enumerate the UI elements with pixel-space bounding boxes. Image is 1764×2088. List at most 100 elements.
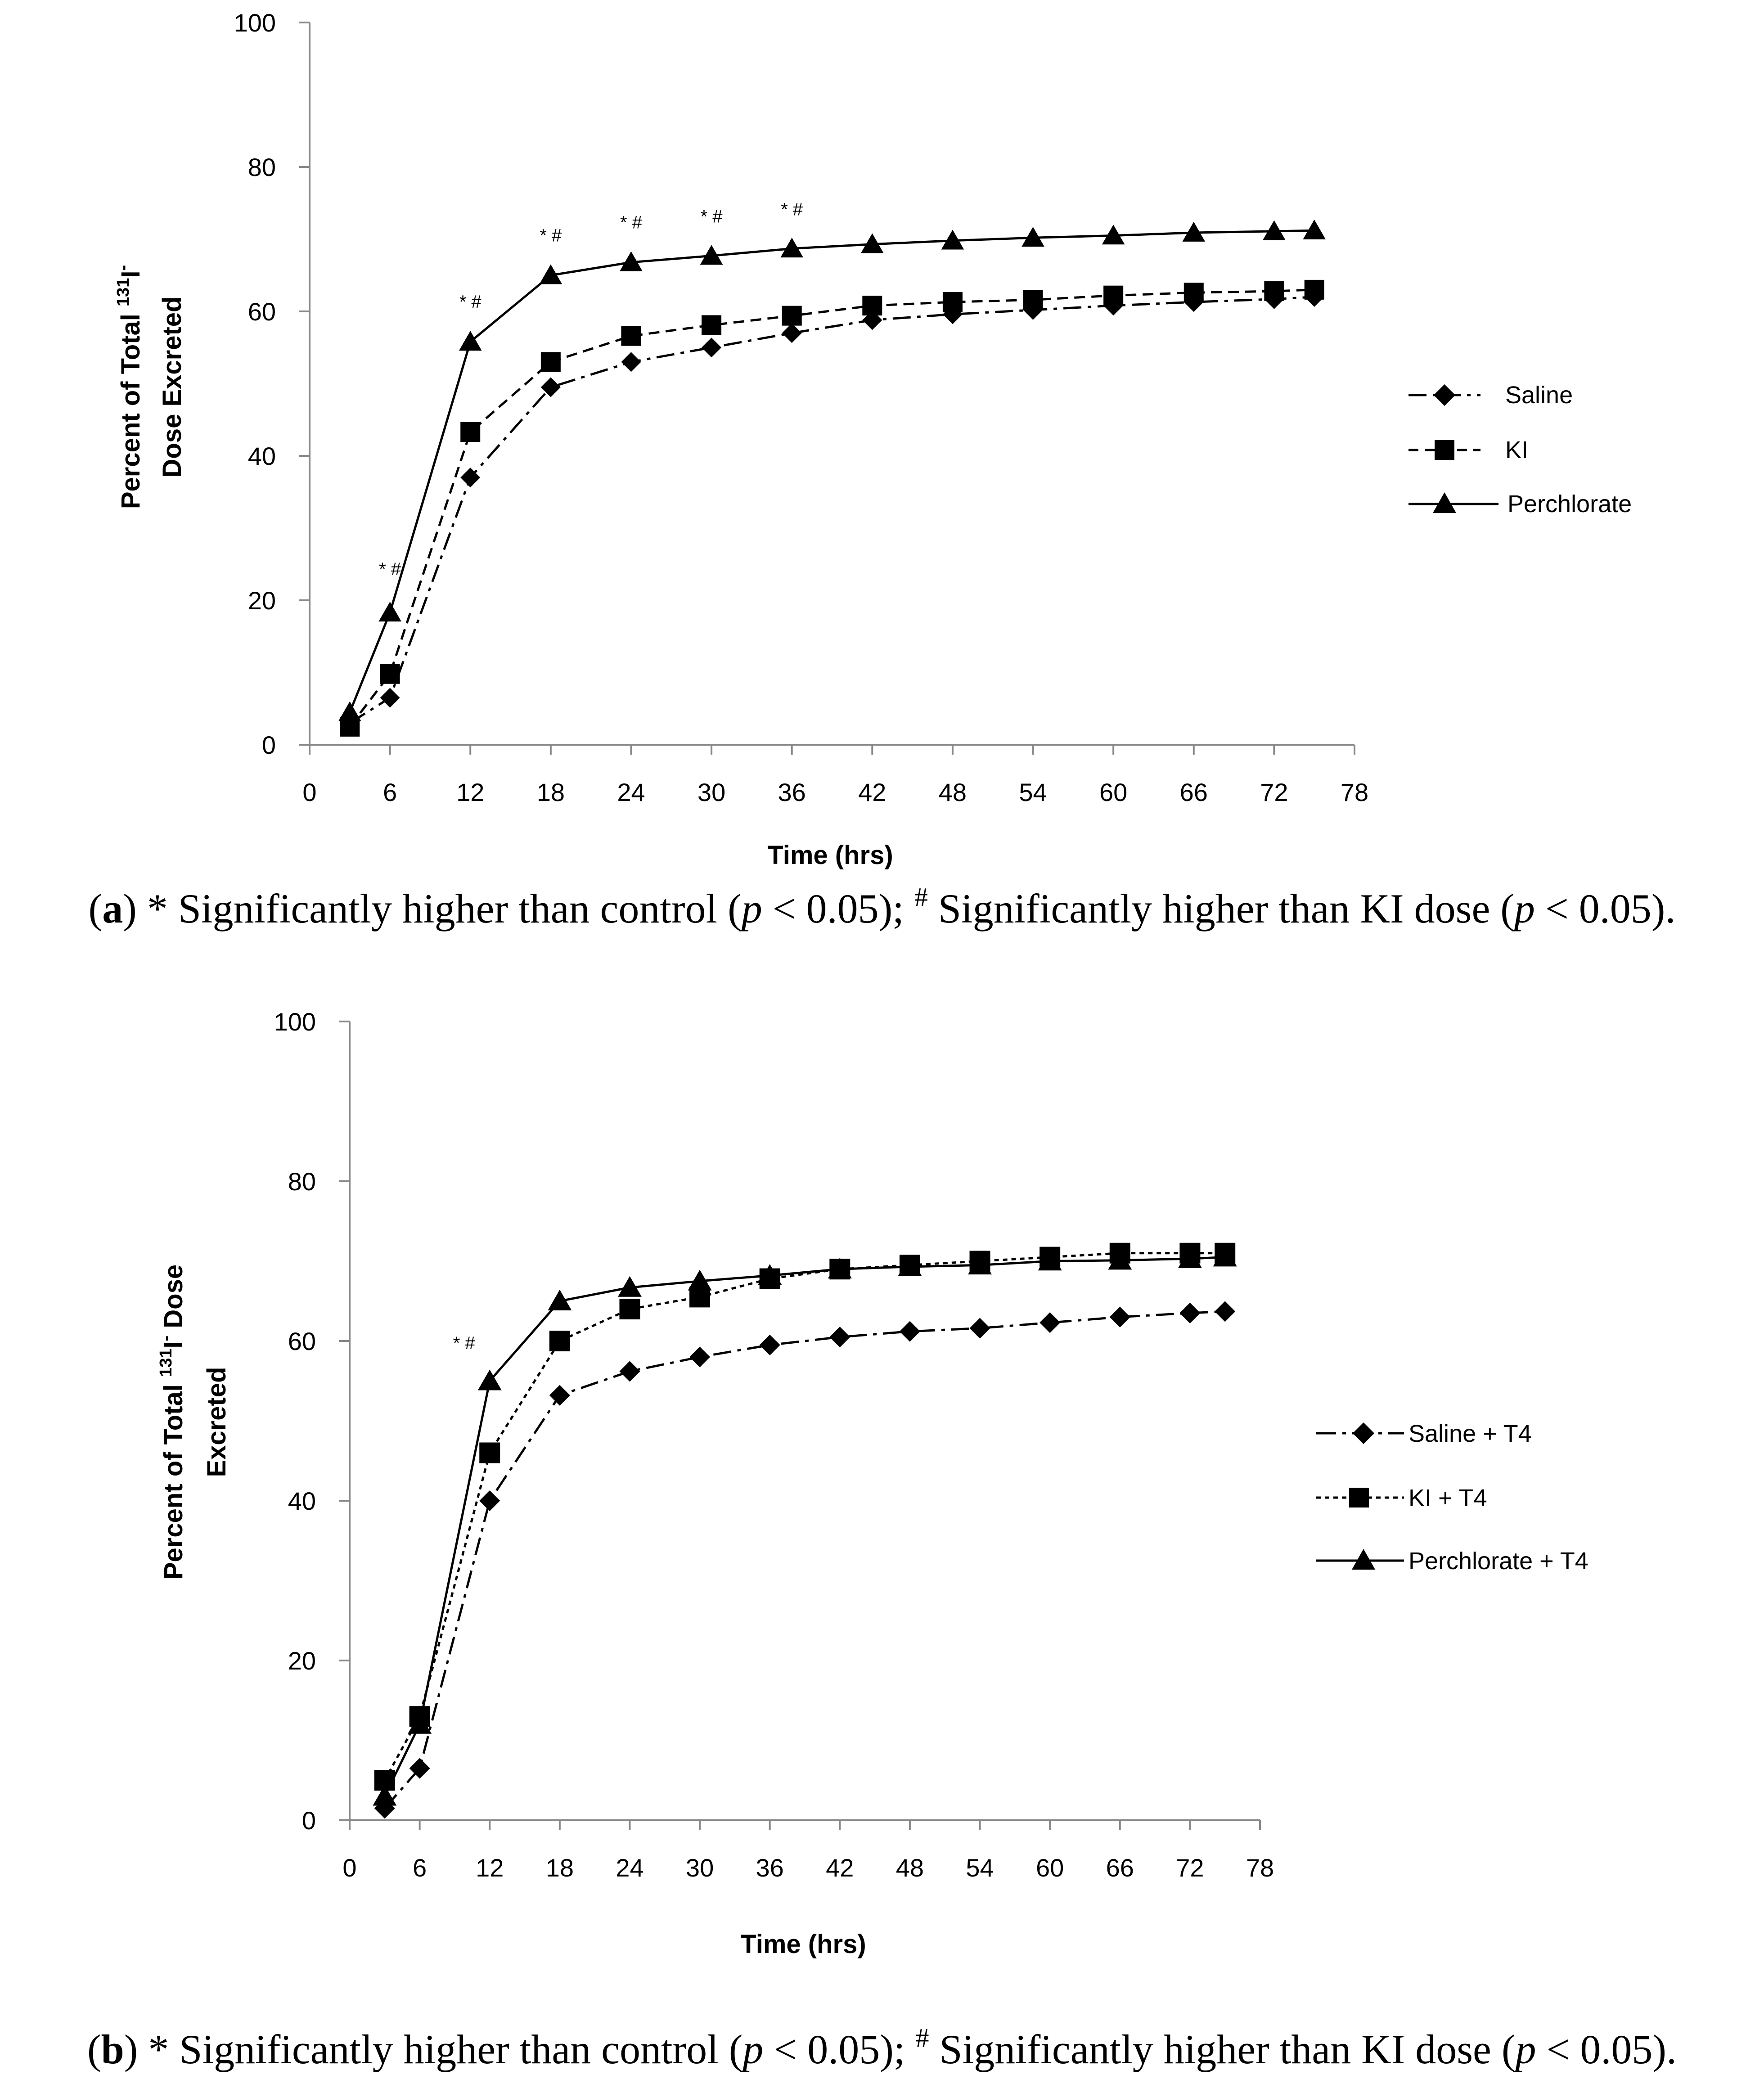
y-tick-label: 40 [248, 442, 276, 470]
data-point-2-2 [459, 331, 482, 351]
significance-marker: * # [379, 559, 401, 579]
y-tick-label: 80 [248, 153, 276, 181]
data-point-2-0 [338, 701, 361, 721]
data-point-1-13 [1304, 279, 1324, 300]
data-point-0-3 [549, 1385, 570, 1406]
y-tick-label: 80 [288, 1167, 316, 1196]
y-tick-label: 0 [302, 1806, 316, 1835]
significance-marker: * # [781, 200, 803, 220]
series-line-0 [349, 296, 1314, 724]
data-point-2-1 [378, 602, 401, 622]
data-point-1-7 [862, 296, 882, 316]
data-point-1-2 [479, 1442, 500, 1463]
data-point-0-1 [380, 688, 400, 708]
legend: Saline KI Perchlorate [1408, 382, 1632, 518]
x-tick-label: 18 [537, 778, 565, 806]
data-point-2-7 [828, 1257, 852, 1278]
legend-item-ki-t4: KI + T4 [1316, 1485, 1487, 1512]
x-tick-label: 42 [826, 1854, 854, 1882]
data-point-2-4 [620, 251, 643, 271]
data-point-2-11 [1108, 1249, 1132, 1270]
data-point-2-13 [1303, 220, 1326, 240]
diamond-marker-icon [1353, 1422, 1374, 1444]
svg-text:Percent of Total 131I-: Percent of Total 131I- [114, 265, 145, 509]
y-axis-title: Percent of Total 131I- Dose Excreted [114, 265, 187, 509]
data-point-2-5 [700, 245, 723, 265]
data-point-0-6 [759, 1334, 780, 1355]
data-point-1-3 [540, 352, 561, 372]
data-point-1-9 [1023, 290, 1043, 310]
x-tick-label: 0 [342, 1854, 356, 1882]
legend-item-perchlorate: Perchlorate [1408, 490, 1632, 518]
x-tick-label: 54 [966, 1854, 994, 1882]
data-point-0-5 [689, 1346, 711, 1368]
data-point-2-2 [477, 1369, 502, 1390]
x-tick-label: 6 [413, 1854, 427, 1882]
x-tick-label: 54 [1019, 778, 1047, 806]
x-tick-label: 30 [698, 778, 725, 806]
data-point-1-12 [1264, 281, 1284, 302]
data-point-2-9 [968, 1254, 992, 1275]
data-point-2-9 [1022, 227, 1044, 247]
data-point-1-5 [702, 315, 722, 335]
data-point-2-10 [1038, 1250, 1062, 1271]
caption-b: (b) * Significantly higher than control … [87, 2023, 1677, 2072]
data-point-2-10 [1102, 225, 1125, 245]
series-line-1 [383, 1252, 1225, 1781]
x-tick-label: 18 [546, 1854, 574, 1882]
legend-item-saline-t4: Saline + T4 [1316, 1420, 1532, 1447]
data-point-2-0 [373, 1785, 397, 1806]
x-tick-label: 48 [939, 778, 967, 806]
caption-a: (a) * Significantly higher than control … [89, 882, 1676, 932]
data-point-2-3 [548, 1289, 572, 1310]
legend-item-saline: Saline [1408, 382, 1573, 409]
x-tick-label: 30 [686, 1854, 714, 1882]
svg-text:Dose Excreted: Dose Excreted [158, 297, 187, 478]
data-point-1-3 [549, 1331, 570, 1351]
legend-item-perchlorate-t4: Perchlorate + T4 [1316, 1548, 1588, 1575]
data-point-2-12 [1263, 220, 1286, 240]
data-point-0-6 [782, 323, 802, 343]
legend-label: KI + T4 [1408, 1485, 1487, 1512]
x-tick-label: 24 [616, 1854, 644, 1882]
x-axis-title: Time (hrs) [740, 1930, 866, 1959]
data-point-2-1 [408, 1713, 432, 1734]
x-tick-label: 78 [1341, 778, 1368, 806]
significance-marker: * # [701, 207, 723, 227]
data-point-1-4 [621, 326, 641, 346]
data-point-0-10 [1040, 1312, 1061, 1333]
series-line-2 [383, 1256, 1225, 1797]
x-tick-label: 24 [617, 778, 645, 806]
x-tick-label: 0 [302, 778, 316, 806]
data-point-0-11 [1109, 1306, 1130, 1328]
significance-marker: * # [459, 292, 482, 312]
triangle-marker-icon [1352, 1549, 1375, 1570]
data-point-1-2 [460, 422, 481, 442]
significance-marker: * # [453, 1333, 476, 1353]
x-tick-label: 60 [1036, 1854, 1064, 1882]
data-point-2-11 [1182, 221, 1206, 242]
x-tick-label: 72 [1260, 778, 1288, 806]
data-point-2-6 [758, 1264, 782, 1285]
x-tick-label: 66 [1180, 778, 1208, 806]
x-axis-title: Time (hrs) [767, 841, 893, 870]
data-point-2-7 [861, 233, 884, 253]
svg-text:Excreted: Excreted [202, 1367, 231, 1477]
diamond-marker-icon [1434, 384, 1455, 406]
data-point-2-8 [898, 1255, 922, 1276]
legend-label: Perchlorate + T4 [1408, 1548, 1588, 1575]
data-point-0-2 [460, 468, 481, 488]
y-tick-label: 100 [234, 9, 276, 37]
data-point-0-2 [479, 1490, 500, 1511]
data-point-0-4 [619, 1361, 640, 1382]
legend-label: Saline [1505, 382, 1573, 409]
square-marker-icon [1435, 440, 1454, 460]
data-point-2-3 [539, 264, 562, 284]
y-tick-label: 60 [288, 1327, 316, 1355]
data-point-1-1 [380, 664, 400, 684]
data-point-1-6 [782, 306, 802, 326]
legend-label: Perchlorate [1508, 490, 1632, 518]
